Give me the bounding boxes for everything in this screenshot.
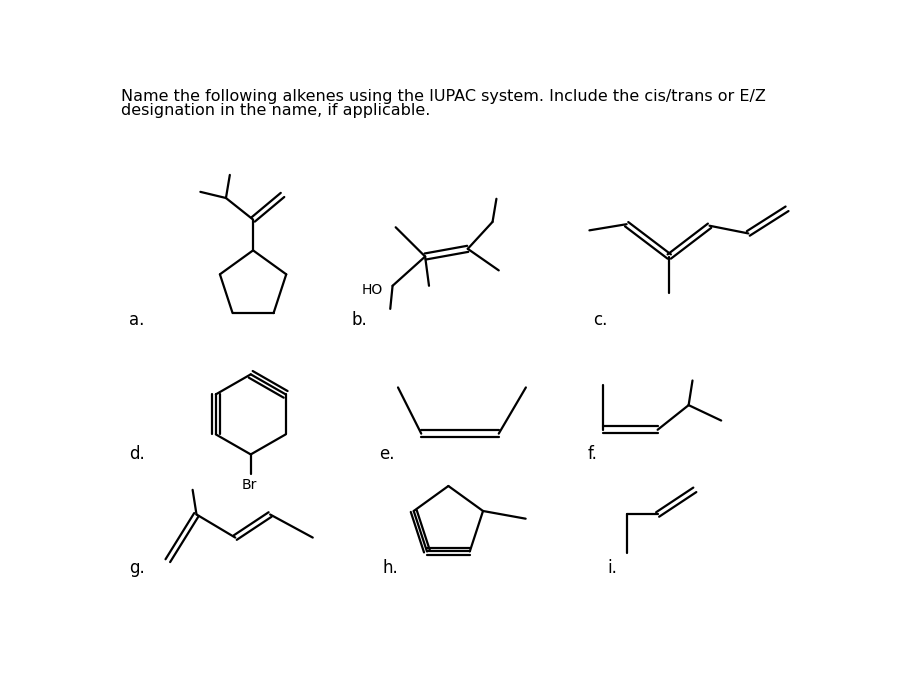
Text: HO: HO: [362, 282, 383, 296]
Text: h.: h.: [382, 559, 398, 577]
Text: c.: c.: [593, 311, 608, 329]
Text: a.: a.: [129, 311, 145, 329]
Text: Name the following alkenes using the IUPAC system. Include the cis/trans or E/Z: Name the following alkenes using the IUP…: [122, 90, 766, 104]
Text: d.: d.: [129, 445, 145, 463]
Text: e.: e.: [379, 445, 394, 463]
Text: b.: b.: [352, 311, 367, 329]
Text: g.: g.: [129, 559, 145, 577]
Text: i.: i.: [607, 559, 617, 577]
Text: f.: f.: [588, 445, 598, 463]
Text: Br: Br: [241, 477, 257, 491]
Text: designation in the name, if applicable.: designation in the name, if applicable.: [122, 103, 431, 118]
